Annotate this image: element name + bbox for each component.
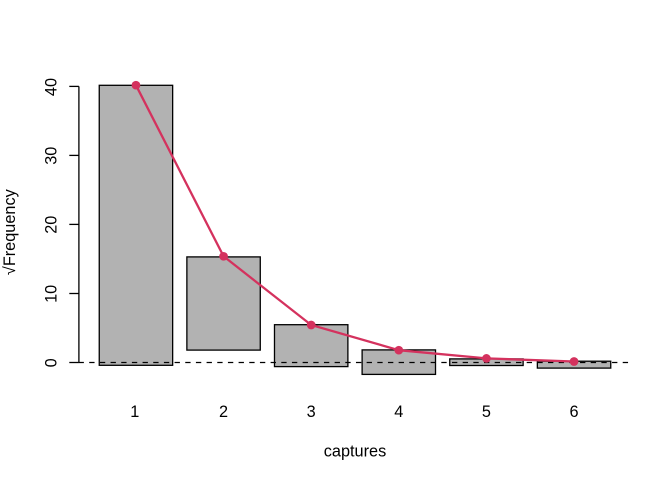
svg-text:20: 20 xyxy=(42,216,60,234)
svg-text:5: 5 xyxy=(482,403,491,421)
svg-text:10: 10 xyxy=(42,285,60,303)
svg-text:30: 30 xyxy=(42,147,60,165)
svg-text:4: 4 xyxy=(394,403,403,421)
svg-text:40: 40 xyxy=(42,78,60,96)
svg-text:3: 3 xyxy=(307,403,316,421)
svg-text:captures: captures xyxy=(324,443,386,461)
svg-text:0: 0 xyxy=(42,358,60,367)
svg-text:√Frequency: √Frequency xyxy=(1,188,19,275)
svg-text:2: 2 xyxy=(219,403,228,421)
svg-text:1: 1 xyxy=(130,403,139,421)
svg-text:6: 6 xyxy=(570,403,579,421)
